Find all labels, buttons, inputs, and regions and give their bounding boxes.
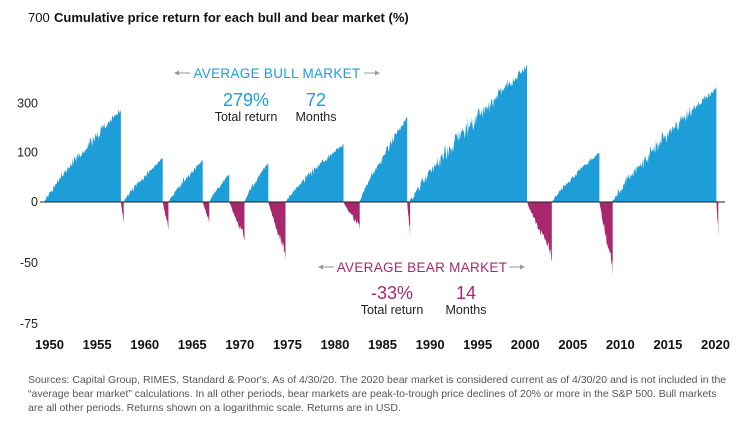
x-tick-2005: 2005: [558, 337, 587, 352]
bear-market-area-8: [527, 202, 552, 262]
bull-market-area-9: [551, 152, 600, 202]
bull-market-area-8: [410, 65, 528, 203]
bear-market-area-2: [162, 202, 169, 231]
x-tick-2020: 2020: [701, 337, 730, 352]
bear-market-area-3: [202, 202, 210, 224]
bear-market-area-7: [407, 202, 411, 239]
y-tick-4: -50: [20, 256, 38, 270]
bull-market-area-3: [168, 160, 203, 202]
bull-market-area-5: [244, 162, 269, 202]
bear-market-area-6: [343, 202, 360, 230]
x-tick-1965: 1965: [178, 337, 207, 352]
y-tick-3: 0: [31, 195, 38, 209]
x-tick-1995: 1995: [463, 337, 492, 352]
bear-heading: AVERAGE BEAR MARKET: [337, 260, 508, 275]
average-bull-annotation: AVERAGE BULL MARKET 279% 72 Total return…: [174, 66, 380, 124]
x-tick-1960: 1960: [130, 337, 159, 352]
bear-market-area-4: [229, 202, 245, 242]
y-axis-ticks: 300 100 0 -50 -75: [17, 96, 38, 331]
y-tick-top: 700: [28, 10, 50, 25]
bull-arrow-left-head: [174, 70, 179, 76]
x-tick-1970: 1970: [225, 337, 254, 352]
bear-market-area-5: [268, 202, 286, 260]
bull-market-area-4: [209, 174, 230, 202]
x-tick-1975: 1975: [273, 337, 302, 352]
y-tick-5: -75: [20, 317, 38, 331]
x-axis-ticks: 1950 1955 1960 1965 1970 1975 1980 1985 1990 1995…: [35, 337, 730, 352]
chart-title-row: 700 Cumulative price return for each bul…: [28, 10, 409, 25]
x-tick-1990: 1990: [416, 337, 445, 352]
bear-months-label: Months: [446, 303, 487, 317]
bear-market-area-10: [716, 202, 719, 239]
bull-market-area-7: [359, 117, 408, 202]
bear-arrow-left-head: [318, 264, 323, 270]
bull-arrow-right-head: [375, 70, 380, 76]
x-tick-1950: 1950: [35, 337, 64, 352]
x-tick-2015: 2015: [653, 337, 682, 352]
bull-months-label: Months: [296, 110, 337, 124]
chart-title: Cumulative price return for each bull an…: [54, 10, 409, 25]
bull-months-value: 72: [306, 90, 326, 110]
market-areas: [44, 65, 719, 277]
bull-market-area-2: [123, 157, 163, 202]
x-tick-1985: 1985: [368, 337, 397, 352]
x-tick-2000: 2000: [511, 337, 540, 352]
source-note: Sources: Capital Group, RIMES, Standard …: [28, 374, 727, 414]
bull-market-area-1: [44, 109, 121, 202]
bull-heading: AVERAGE BULL MARKET: [194, 66, 361, 81]
bull-return-value: 279%: [223, 90, 269, 110]
bear-market-area-1: [120, 202, 124, 223]
y-tick-2: 100: [17, 146, 38, 160]
bear-market-area-9: [599, 202, 613, 277]
bull-market-area-10: [612, 87, 717, 202]
bull-market-area-6: [285, 144, 344, 202]
bear-return-label: Total return: [361, 303, 424, 317]
y-tick-1: 300: [17, 96, 38, 110]
bear-months-value: 14: [456, 283, 476, 303]
bear-arrow-right-head: [520, 264, 525, 270]
x-tick-2010: 2010: [606, 337, 635, 352]
bull-return-label: Total return: [215, 110, 278, 124]
average-bear-annotation: AVERAGE BEAR MARKET -33% 14 Total return…: [318, 260, 525, 317]
x-tick-1955: 1955: [83, 337, 112, 352]
bear-return-value: -33%: [371, 283, 413, 303]
x-tick-1980: 1980: [320, 337, 349, 352]
